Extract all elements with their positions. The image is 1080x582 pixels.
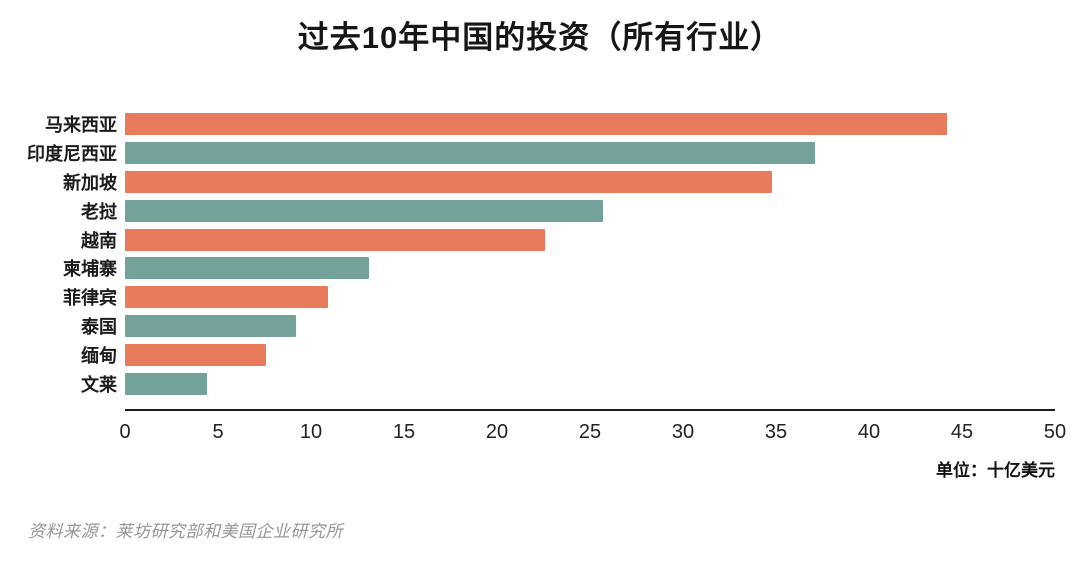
bar-row: 越南	[0, 225, 1055, 254]
bar-row: 泰国	[0, 312, 1055, 341]
bar-track	[125, 314, 1055, 337]
x-tick-label: 35	[764, 421, 788, 443]
bar-row: 马来西亚	[0, 110, 1055, 139]
category-label: 马来西亚	[45, 115, 117, 136]
bar	[125, 257, 369, 280]
x-axis-ticks: 0 5 10 15 20 25 30 35 40 45 50	[119, 421, 1066, 451]
bar-track	[125, 199, 1055, 222]
bar	[125, 314, 297, 337]
x-tick-label: 45	[950, 421, 974, 443]
bar-track	[125, 257, 1055, 280]
bar-track	[125, 372, 1055, 395]
x-tick-label: 0	[119, 421, 131, 443]
bar	[125, 142, 816, 165]
category-label: 缅甸	[81, 345, 117, 366]
category-label: 文莱	[81, 374, 117, 395]
bar	[125, 343, 267, 366]
bar-row: 新加坡	[0, 168, 1055, 197]
bar-track	[125, 286, 1055, 309]
bar	[125, 199, 604, 222]
bar-row: 缅甸	[0, 340, 1055, 369]
bar	[125, 286, 328, 309]
bar-track	[125, 142, 1055, 165]
bar-rows: 马来西亚印度尼西亚新加坡老挝越南柬埔寨菲律宾泰国缅甸文莱	[0, 110, 1055, 398]
x-axis-line	[125, 409, 1055, 411]
bar-row: 老挝	[0, 196, 1055, 225]
category-label: 老挝	[81, 201, 117, 222]
bar-track	[125, 343, 1055, 366]
bar	[125, 113, 948, 136]
bar	[125, 372, 207, 395]
x-tick-label: 30	[671, 421, 695, 443]
bar	[125, 170, 773, 193]
category-label: 新加坡	[63, 172, 117, 193]
bar-row: 文莱	[0, 369, 1055, 398]
source-note: 资料来源：莱坊研究部和美国企业研究所	[28, 522, 343, 541]
bar-row: 柬埔寨	[0, 254, 1055, 283]
x-tick-label: 40	[857, 421, 881, 443]
category-label: 越南	[81, 230, 117, 251]
x-tick-label: 10	[299, 421, 323, 443]
x-tick-label: 25	[578, 421, 602, 443]
bar-row: 菲律宾	[0, 283, 1055, 312]
unit-label: 单位：十亿美元	[936, 461, 1055, 480]
chart-title: 过去10年中国的投资（所有行业）	[297, 20, 783, 55]
bar-track	[125, 228, 1055, 251]
category-label: 印度尼西亚	[27, 144, 117, 165]
bar-row: 印度尼西亚	[0, 139, 1055, 168]
category-label: 菲律宾	[63, 288, 117, 309]
category-label: 泰国	[81, 316, 117, 337]
x-tick-label: 20	[485, 421, 509, 443]
bar	[125, 228, 546, 251]
x-tick-label: 50	[1043, 421, 1067, 443]
bar-track	[125, 113, 1055, 136]
bar-track	[125, 170, 1055, 193]
x-tick-label: 5	[212, 421, 224, 443]
x-tick-label: 15	[392, 421, 416, 443]
category-label: 柬埔寨	[63, 259, 117, 280]
